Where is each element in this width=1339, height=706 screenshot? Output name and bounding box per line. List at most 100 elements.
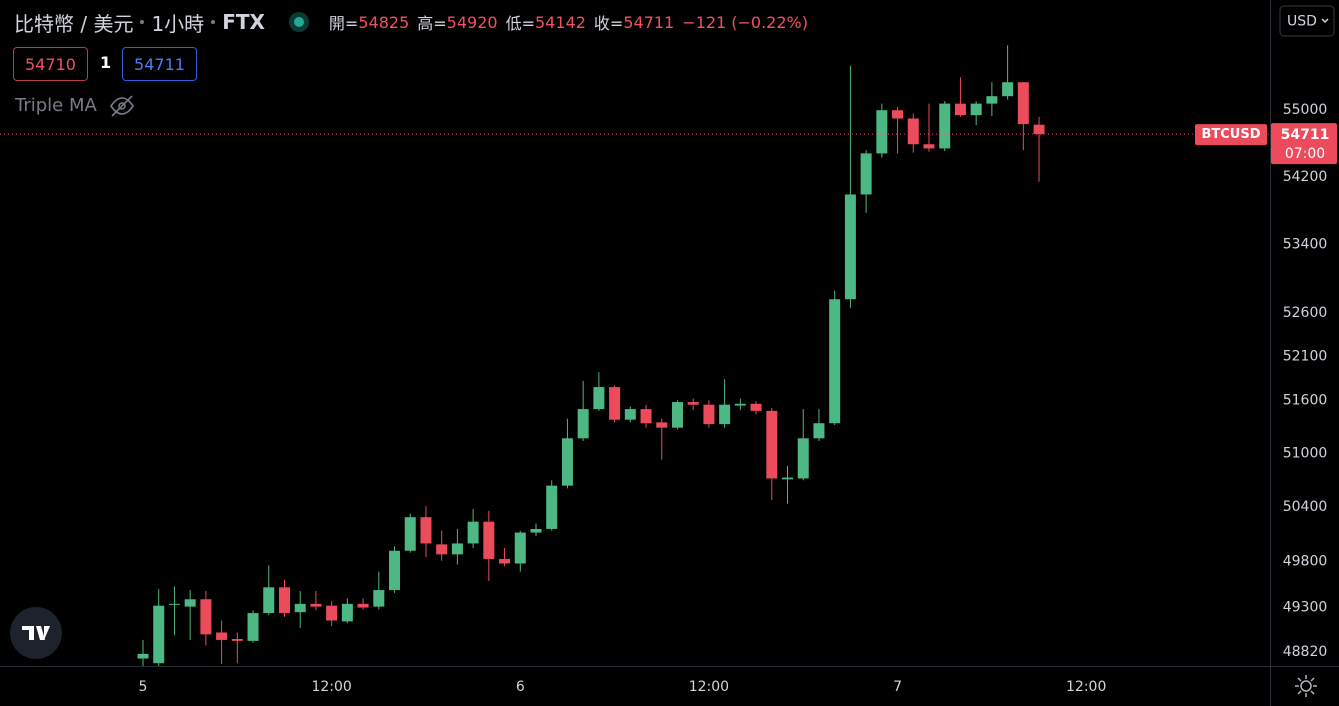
candle-body [231,638,243,641]
candle-body [750,403,762,411]
candle-body [137,653,149,659]
y-tick-label: 54200 [1283,169,1328,185]
candle-body [1033,124,1045,135]
separator-dot [211,20,216,24]
candle-body [404,517,416,551]
close-label: 收= [593,14,624,33]
candle-body [719,404,731,425]
symbol-name: 比特幣 / 美元 [14,11,134,36]
settings-icon[interactable] [1295,675,1317,697]
buy-button[interactable]: 54711 [122,47,197,81]
interval: 1小時 [151,11,205,36]
candle-body [436,544,448,555]
x-tick-label: 7 [893,679,902,695]
currency-label: USD [1287,14,1317,30]
candle-body [954,103,966,116]
candle-body [577,409,589,439]
candle-body [703,404,715,425]
candle-body [499,558,511,564]
candle-body [766,410,778,479]
sell-button[interactable]: 54710 [13,47,88,81]
y-tick-label: 49300 [1283,600,1328,616]
candle-body [892,110,904,119]
candle-body [216,632,228,640]
candle-body [514,532,526,564]
close-value: 54711 [623,12,675,32]
candle-body [200,599,212,635]
y-tick-label: 52100 [1283,348,1328,364]
candle-body [357,603,369,608]
candle-body [624,409,636,420]
open-value: 54825 [358,12,410,32]
open-label: 開= [328,14,359,33]
x-tick-label: 12:00 [311,679,351,695]
x-tick-label: 12:00 [689,679,729,695]
candle-body [184,599,196,607]
symbol-tag-label: BTCUSD [1201,127,1260,142]
indicator-name: Triple MA [15,95,97,116]
y-tick-label: 48820 [1283,644,1328,660]
price-tag-label: 54711 [1281,127,1330,143]
candle-body [278,587,290,614]
y-tick-label: 51000 [1283,445,1328,461]
candle-body [970,103,982,116]
x-tick-label: 6 [516,679,525,695]
candle-body [593,387,605,410]
separator-dot [140,20,145,24]
high-label: 高= [417,14,447,33]
y-tick-label: 53400 [1283,236,1328,252]
logo[interactable] [10,607,62,659]
candle-body [844,194,856,300]
symbol-header: 比特幣 / 美元 1小時 FTX 開= 54825 高= 54920 低= 54142… [14,8,816,36]
candle-body [939,103,951,149]
low-label: 低= [505,14,535,33]
low-value: 54142 [535,12,586,32]
candle-body [923,144,935,149]
candle-body [310,603,322,607]
candle-body [546,485,558,529]
candle-body [1017,82,1029,125]
candle-body [451,543,463,555]
candle-body [671,402,683,428]
candle-body [483,521,495,559]
candle-body [530,528,542,533]
candle-body [420,517,432,544]
y-tick-label: 49800 [1283,554,1328,570]
price-tag [1271,123,1337,165]
candle-body [153,605,165,664]
visibility-icon[interactable] [110,95,134,117]
candle-body [326,605,338,621]
candle-body [687,402,699,405]
candle-body [986,96,998,104]
candle-body [860,153,872,195]
candle-body [341,603,353,622]
symbol-tag [1195,124,1267,146]
candle-body [373,590,385,607]
candle-body [168,603,180,605]
countdown-label: 07:00 [1285,146,1325,162]
y-tick-label: 50400 [1283,499,1328,515]
candle-body [907,118,919,145]
candle-body [829,299,841,424]
candle-body [294,603,306,613]
candle-body [797,438,809,479]
candle-body [609,387,621,420]
candle-body [782,477,794,480]
candle-body [656,422,668,428]
high-value: 54920 [446,12,498,32]
candle-body [813,423,825,439]
y-tick-label: 55000 [1283,102,1328,118]
currency-button[interactable] [1279,5,1335,37]
market-status[interactable] [288,12,309,32]
candle-body [263,587,275,614]
candle-body [389,550,401,591]
candle-body [561,438,573,486]
candle-body [734,403,746,406]
spread: 1 [100,53,112,72]
x-tick-label: 12:00 [1066,679,1106,695]
candle-body [247,613,259,641]
y-tick-label: 52600 [1283,305,1328,321]
x-tick-label: 5 [139,679,148,695]
